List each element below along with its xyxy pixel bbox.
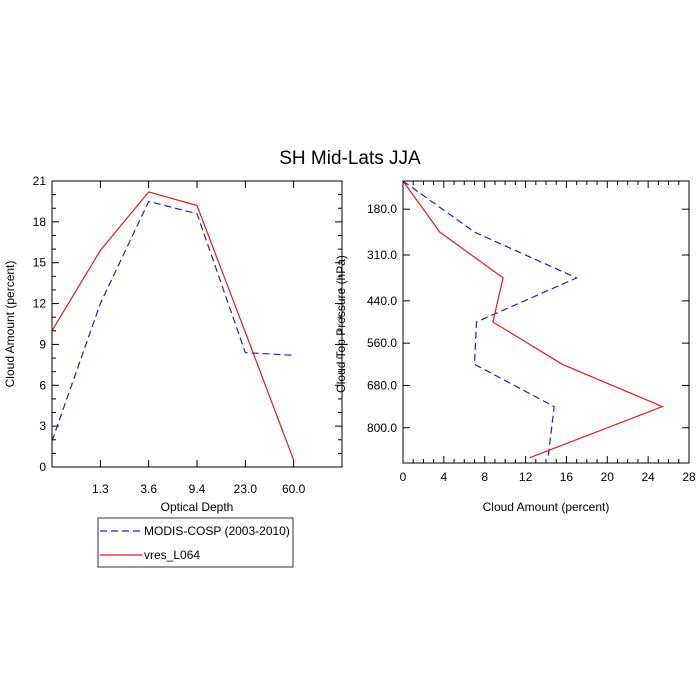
right-y-tick-label: 680.0 bbox=[367, 378, 397, 392]
right-y-tick-label: 310.0 bbox=[367, 248, 397, 262]
right-y-tick-label: 560.0 bbox=[367, 336, 397, 350]
right-x-tick-label: 16 bbox=[560, 470, 574, 484]
left-series-modis-line bbox=[51, 200, 294, 442]
right-x-tick-label: 20 bbox=[601, 470, 615, 484]
right-x-tick-label: 0 bbox=[400, 470, 407, 484]
left-y-tick-label: 0 bbox=[39, 460, 46, 474]
left-x-tick-label: 23.0 bbox=[234, 482, 258, 496]
right-x-tick-label: 12 bbox=[519, 470, 533, 484]
left-x-tick-label: 1.3 bbox=[92, 482, 109, 496]
right-x-tick-label: 8 bbox=[481, 470, 488, 484]
left-y-tick-label: 6 bbox=[39, 378, 46, 392]
right-x-tick-label: 4 bbox=[441, 470, 448, 484]
left-x-axis-label: Optical Depth bbox=[161, 500, 234, 514]
chart-title: SH Mid-Lats JJA bbox=[279, 148, 421, 169]
left-y-tick-label: 18 bbox=[33, 215, 47, 229]
left-series-vres-line bbox=[51, 191, 295, 461]
left-x-tick-label: 9.4 bbox=[189, 482, 206, 496]
right-y-tick-label: 180.0 bbox=[367, 202, 397, 216]
right-x-tick-label: 24 bbox=[641, 470, 655, 484]
right-plot-frame bbox=[402, 180, 690, 464]
left-y-tick-label: 21 bbox=[33, 174, 47, 188]
right-series-vres-line bbox=[402, 180, 665, 459]
legend-label-vres: vres_L064 bbox=[144, 548, 200, 562]
left-y-tick-label: 3 bbox=[39, 419, 46, 433]
left-x-tick-label: 3.6 bbox=[140, 482, 157, 496]
right-series-modis-line bbox=[402, 180, 579, 458]
legend-label-modis: MODIS-COSP (2003-2010) bbox=[144, 524, 290, 538]
right-y-tick-label: 440.0 bbox=[367, 294, 397, 308]
left-x-tick-label: 60.0 bbox=[282, 482, 306, 496]
left-y-tick-label: 9 bbox=[39, 337, 46, 351]
left-y-axis-label: Cloud Amount (percent) bbox=[3, 261, 17, 388]
right-y-tick-label: 800.0 bbox=[367, 421, 397, 435]
left-y-tick-label: 15 bbox=[33, 256, 47, 270]
right-chart-cloud-top-pressure: 0 4 8 12 16 20 24 28 180.0 310.0 440.0 560.0 680.0 80… bbox=[334, 180, 696, 514]
right-x-tick-label: 28 bbox=[682, 470, 696, 484]
left-y-tick-label: 12 bbox=[33, 297, 47, 311]
right-x-axis-label: Cloud Amount (percent) bbox=[483, 500, 610, 514]
right-y-axis-label: Cloud Top Pressure (hPa) bbox=[334, 255, 348, 393]
left-plot-frame bbox=[51, 180, 343, 468]
legend: MODIS-COSP (2003-2010) vres_L064 bbox=[97, 517, 294, 568]
legend-box bbox=[97, 517, 294, 568]
left-chart-optical-depth: 0 3 6 9 12 15 18 21 1.3 3.6 9.4 23.0 60.0 Optical De… bbox=[3, 174, 343, 514]
